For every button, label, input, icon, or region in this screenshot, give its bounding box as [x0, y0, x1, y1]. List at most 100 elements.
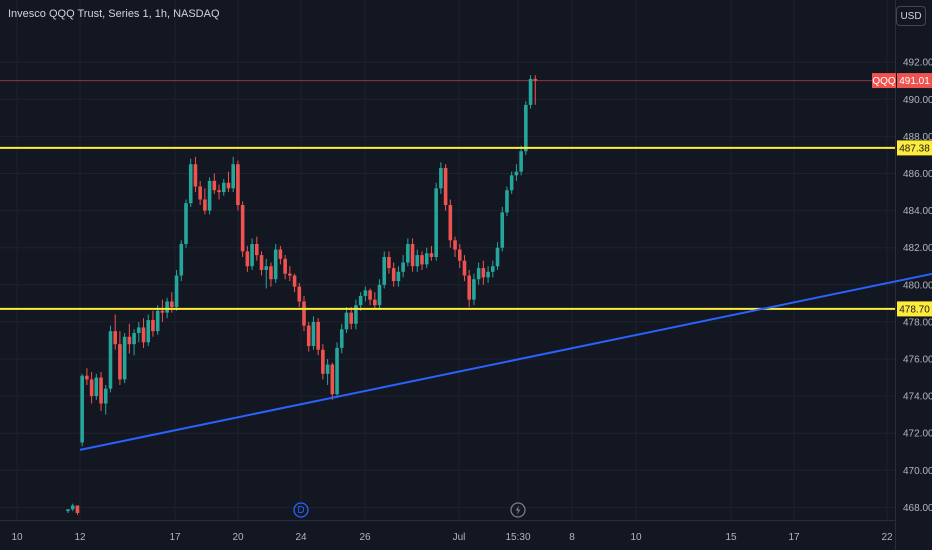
candle: [481, 260, 486, 285]
candle-body: [66, 509, 70, 512]
x-tick-label: Jul: [453, 532, 466, 543]
candle-body: [231, 164, 235, 189]
candle-body: [533, 78, 538, 81]
candle-body: [491, 266, 495, 272]
candle: [231, 156, 235, 193]
candle-body: [283, 258, 287, 274]
x-tick-label: 12: [74, 532, 86, 543]
candle-body: [122, 336, 127, 380]
candle-body: [94, 377, 99, 397]
candle: [339, 323, 344, 354]
candle: [467, 269, 471, 308]
y-tick-label: 478.00: [903, 317, 932, 328]
candles: [66, 75, 538, 515]
candle-body: [514, 171, 519, 176]
candle: [297, 282, 302, 308]
candle-body: [240, 205, 245, 252]
candle: [118, 331, 122, 385]
candle: [66, 509, 70, 513]
candle: [391, 262, 396, 287]
level-price-tag: 478.70: [897, 301, 932, 317]
candle-body: [89, 379, 94, 397]
x-tick-label: 10: [630, 532, 642, 543]
candle: [212, 173, 217, 194]
candle-body: [321, 349, 325, 374]
candle-body: [382, 256, 387, 285]
candle-body: [358, 295, 363, 306]
candle-body: [481, 268, 486, 278]
y-tick-label: 482.00: [903, 243, 932, 254]
candle-body: [505, 190, 509, 213]
candle: [155, 305, 160, 335]
candle: [245, 245, 250, 272]
y-tick-label: 470.00: [903, 466, 932, 477]
candle: [495, 242, 500, 270]
x-tick-label: 10: [11, 532, 23, 543]
candle: [472, 273, 476, 306]
candle: [439, 162, 443, 194]
candle-body: [170, 301, 174, 308]
candle: [429, 245, 434, 261]
candle-body: [250, 243, 254, 267]
price-tag-label: 491.01: [899, 76, 930, 87]
candle-body: [335, 347, 339, 395]
candle-body: [165, 301, 169, 313]
candle-body: [354, 305, 358, 324]
y-tick-label: 468.00: [903, 503, 932, 514]
candle-body: [457, 249, 462, 261]
candle-body: [226, 182, 231, 189]
candle-body: [439, 167, 443, 189]
candle-body: [453, 240, 457, 250]
x-tick-label: 24: [295, 532, 307, 543]
candle: [174, 269, 179, 311]
candle-body: [132, 333, 136, 345]
symbol-tag-label: QQQ: [872, 76, 896, 87]
candle-body: [410, 243, 415, 267]
candle-body: [288, 273, 292, 276]
candle-body: [80, 375, 84, 443]
candle: [354, 299, 358, 330]
candle-body: [188, 164, 193, 204]
candle: [316, 318, 320, 356]
candle-body: [85, 375, 89, 380]
candle: [184, 199, 188, 248]
candle: [491, 260, 495, 278]
candle-body: [429, 253, 434, 257]
candle-body: [75, 505, 80, 513]
symbol-tag-bg: [872, 73, 896, 89]
dividend-marker-icon[interactable]: D: [293, 502, 309, 518]
candle-body: [155, 310, 160, 332]
candle: [462, 255, 467, 282]
candle: [344, 307, 349, 334]
candle: [127, 323, 132, 354]
candle: [453, 236, 457, 257]
candle: [486, 266, 490, 283]
candle-body: [113, 331, 117, 345]
lightning-glyph: [515, 505, 521, 515]
candle-body: [434, 188, 438, 257]
candle: [146, 314, 151, 347]
candle-body: [146, 320, 151, 343]
candle: [288, 266, 292, 282]
x-tick-label: 15:30: [505, 532, 530, 543]
trendline: [79, 272, 932, 451]
candle: [325, 359, 330, 385]
event-lightning-icon[interactable]: [510, 502, 526, 518]
candle: [500, 206, 505, 252]
candle-body: [325, 364, 330, 374]
candle-body: [127, 336, 132, 345]
currency-button[interactable]: USD: [896, 6, 926, 26]
x-tick-label: 17: [788, 532, 800, 543]
candle: [420, 251, 424, 270]
candle-body: [141, 327, 146, 343]
x-tick-label: 20: [232, 532, 244, 543]
candle: [113, 314, 117, 350]
candle-body: [236, 164, 240, 206]
candle-body: [448, 205, 453, 241]
candle: [203, 188, 207, 215]
x-tick-label: 15: [725, 532, 737, 543]
candle-body: [255, 243, 259, 256]
candle-body: [401, 262, 405, 272]
level-tag-label: 487.38: [899, 143, 930, 154]
